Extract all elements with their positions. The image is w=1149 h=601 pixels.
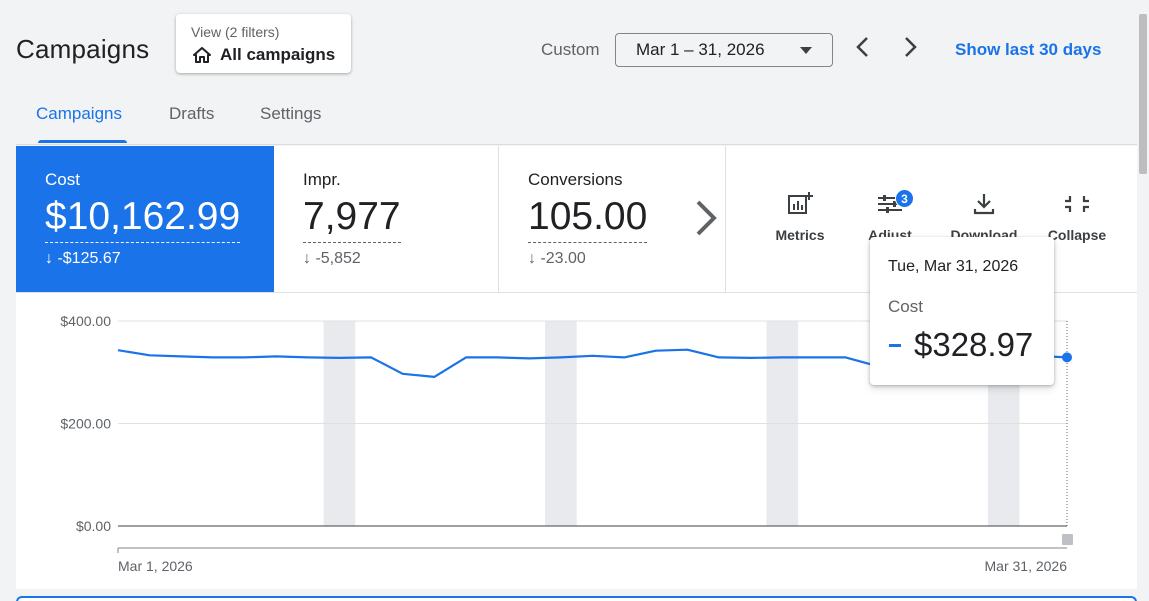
adjust-button[interactable]: 3 Adjust <box>855 189 925 251</box>
collapse-button[interactable]: Collapse <box>1042 191 1112 251</box>
metric-label: Cost <box>45 170 80 189</box>
home-icon <box>193 47 211 63</box>
metric-label: Impr. <box>303 170 341 189</box>
date-range-type: Custom <box>541 40 600 59</box>
metric-delta-value: -5,852 <box>315 250 361 267</box>
tool-label: Collapse <box>1047 227 1107 243</box>
hovered-data-point <box>1062 352 1072 363</box>
tab-settings[interactable]: Settings <box>260 104 322 123</box>
tab-campaigns[interactable]: Campaigns <box>36 104 122 123</box>
page-title: Campaigns <box>16 34 150 64</box>
metric-delta: ↓ -$125.67 <box>45 250 121 267</box>
adjust-count-badge: 3 <box>895 189 914 208</box>
date-range-select[interactable]: Mar 1 – 31, 2026 <box>615 33 833 67</box>
next-period-button[interactable] <box>896 32 924 62</box>
download-icon <box>973 194 995 215</box>
dropdown-caret-icon <box>800 47 812 54</box>
active-tab-indicator <box>38 140 127 143</box>
collapse-icon <box>1065 196 1089 212</box>
tooltip-series-swatch <box>889 344 901 347</box>
tabs-divider <box>16 144 1137 145</box>
x-tick-label: Mar 31, 2026 <box>985 558 1068 574</box>
date-range-value: Mar 1 – 31, 2026 <box>636 40 765 59</box>
metric-delta: ↓ -5,852 <box>303 250 361 267</box>
tooltip-value: $328.97 <box>914 326 1034 363</box>
view-filter-selector[interactable]: View (2 filters) All campaigns <box>176 14 351 73</box>
metric-delta-value: -$125.67 <box>57 250 121 267</box>
show-last-30-days-link[interactable]: Show last 30 days <box>955 40 1102 59</box>
metrics-add-icon <box>788 192 813 214</box>
metric-card-cost[interactable]: Cost $10,162.99 ↓ -$125.67 <box>16 146 274 292</box>
metric-card-conversions[interactable]: Conversions 105.00 ↓ -23.00 <box>499 146 726 292</box>
metrics-button[interactable]: Metrics <box>765 191 835 251</box>
metric-value: 105.00 <box>528 194 648 243</box>
previous-period-button[interactable] <box>849 32 877 62</box>
metric-value: $10,162.99 <box>45 194 241 243</box>
y-tick-label: $200.00 <box>60 416 111 432</box>
metric-label: Conversions <box>528 170 623 189</box>
metrics-divider <box>16 292 1137 293</box>
tooltip-date: Tue, Mar 31, 2026 <box>888 258 1019 275</box>
metric-delta-value: -23.00 <box>540 250 586 267</box>
metric-value: 7,977 <box>303 194 401 243</box>
y-tick-label: $400.00 <box>60 313 111 329</box>
table-card-edge <box>16 596 1137 601</box>
metric-card-impressions[interactable]: Impr. 7,977 ↓ -5,852 <box>274 146 499 292</box>
page-scrollbar[interactable] <box>1137 14 1149 601</box>
x-tick-label: Mar 1, 2026 <box>118 558 193 574</box>
tooltip-metric: Cost <box>888 297 923 316</box>
tool-label: Metrics <box>775 227 825 243</box>
scrollbar-thumb[interactable] <box>1139 14 1147 174</box>
view-filter-value: All campaigns <box>220 45 336 64</box>
metric-delta: ↓ -23.00 <box>528 250 586 267</box>
y-tick-label: $0.00 <box>76 518 111 534</box>
chart-tooltip: Tue, Mar 31, 2026 Cost $328.97 <box>870 237 1054 385</box>
range-handle <box>1062 534 1073 545</box>
view-filter-label: View (2 filters) <box>191 24 280 40</box>
more-metrics-chevron-icon[interactable] <box>692 196 722 240</box>
tab-drafts[interactable]: Drafts <box>169 104 215 123</box>
